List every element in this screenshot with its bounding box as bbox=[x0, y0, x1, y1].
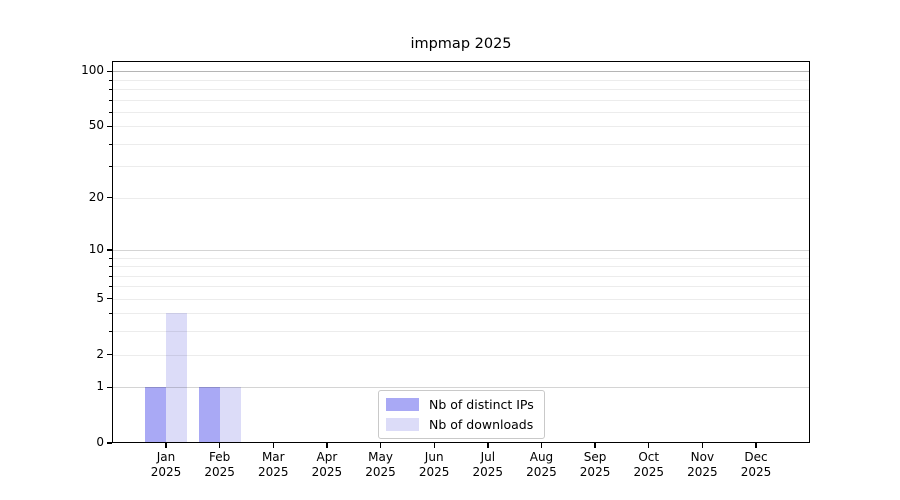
x-axis-tick-label: Sep 2025 bbox=[579, 450, 611, 479]
x-axis-tick-label: Jun 2025 bbox=[418, 450, 450, 479]
gridline-minor bbox=[112, 126, 810, 128]
legend-row-downloads: Nb of downloads bbox=[386, 417, 534, 432]
x-axis-tick-label: Nov 2025 bbox=[687, 450, 718, 479]
x-axis-tick bbox=[379, 443, 382, 448]
x-axis-tick bbox=[326, 443, 328, 448]
y-axis-minor-tick bbox=[109, 166, 112, 168]
gridline-minor bbox=[112, 166, 810, 168]
y-axis-minor-tick bbox=[109, 286, 112, 288]
y-axis-tick bbox=[107, 442, 112, 444]
x-axis-tick bbox=[755, 443, 757, 448]
y-axis-tick bbox=[107, 386, 112, 388]
y-axis-tick bbox=[107, 249, 112, 251]
bar-distinct-ips-feb bbox=[198, 387, 220, 443]
y-axis-minor-tick bbox=[109, 266, 112, 267]
gridline-minor bbox=[112, 275, 810, 277]
y-axis-tick bbox=[107, 197, 112, 199]
y-axis-minor-tick bbox=[109, 313, 112, 315]
x-axis-tick bbox=[487, 443, 489, 448]
x-axis-tick-label: Jul 2025 bbox=[472, 450, 504, 479]
x-axis-tick-label: Apr 2025 bbox=[311, 450, 343, 479]
x-axis-tick-label: Oct 2025 bbox=[633, 450, 664, 479]
y-axis-minor-tick bbox=[109, 99, 112, 101]
y-axis-tick bbox=[107, 353, 112, 356]
y-axis-tick-label: 5 bbox=[96, 290, 104, 305]
y-axis-tick-label: 1 bbox=[96, 379, 104, 394]
y-axis-tick bbox=[107, 125, 112, 127]
x-axis-tick-label: Mar 2025 bbox=[257, 450, 289, 479]
y-axis-tick bbox=[107, 70, 112, 72]
y-axis-tick-label: 100 bbox=[81, 63, 104, 78]
gridline-major bbox=[112, 71, 810, 73]
plot-area bbox=[112, 61, 810, 443]
y-axis-minor-tick bbox=[109, 275, 112, 277]
y-axis-minor-tick bbox=[109, 257, 112, 259]
x-axis-tick bbox=[594, 443, 596, 448]
gridline-minor bbox=[112, 286, 810, 288]
x-axis-tick bbox=[701, 443, 704, 448]
bar-downloads-jan bbox=[166, 313, 187, 443]
y-axis-tick-label: 0 bbox=[96, 435, 104, 449]
legend-label-distinct-ips: Nb of distinct IPs bbox=[429, 397, 534, 412]
x-axis-tick-label: Dec 2025 bbox=[740, 450, 772, 479]
chart-title: impmap 2025 bbox=[410, 36, 512, 52]
x-axis-tick bbox=[165, 443, 167, 448]
x-axis-tick-label: Aug 2025 bbox=[526, 450, 557, 479]
y-axis-tick-label: 20 bbox=[88, 189, 104, 204]
gridline-minor bbox=[112, 89, 810, 91]
legend-label-downloads: Nb of downloads bbox=[429, 417, 534, 432]
x-axis-tick bbox=[433, 443, 435, 448]
gridline-minor bbox=[112, 257, 810, 259]
x-axis-tick bbox=[648, 443, 650, 448]
gridline-minor bbox=[112, 266, 810, 267]
x-axis-tick bbox=[540, 443, 543, 448]
y-axis-minor-tick bbox=[109, 143, 112, 145]
legend-row-distinct-ips: Nb of distinct IPs bbox=[386, 397, 534, 412]
bar-downloads-feb bbox=[219, 387, 241, 443]
x-axis-tick-label: Jan 2025 bbox=[150, 450, 182, 479]
x-axis-tick-label: Feb 2025 bbox=[204, 450, 235, 479]
gridline-minor bbox=[112, 298, 810, 300]
gridline-major bbox=[112, 387, 810, 389]
gridline-minor bbox=[112, 99, 810, 101]
x-axis-tick bbox=[219, 443, 221, 448]
gridline-minor bbox=[112, 331, 810, 333]
y-axis-tick-label: 10 bbox=[88, 241, 104, 256]
distinct-ips-swatch-icon bbox=[386, 398, 419, 411]
gridline-minor bbox=[112, 79, 810, 81]
x-axis-tick-label: May 2025 bbox=[365, 450, 396, 479]
gridline-minor bbox=[112, 111, 810, 113]
y-axis-minor-tick bbox=[109, 331, 112, 333]
chart-legend: Nb of distinct IPs Nb of downloads bbox=[378, 390, 545, 439]
bar-distinct-ips-jan bbox=[145, 387, 166, 443]
y-axis-minor-tick bbox=[109, 111, 112, 113]
gridline-minor bbox=[112, 313, 810, 315]
gridline-minor bbox=[112, 354, 810, 356]
gridline-major bbox=[112, 249, 810, 251]
x-axis-tick bbox=[272, 443, 274, 448]
y-axis-tick-label: 2 bbox=[96, 346, 104, 361]
y-axis-tick-label: 50 bbox=[88, 118, 104, 133]
gridline-minor bbox=[112, 143, 810, 145]
y-axis-tick bbox=[107, 298, 112, 300]
y-axis-minor-tick bbox=[109, 79, 112, 81]
downloads-swatch-icon bbox=[386, 418, 419, 431]
y-axis-minor-tick bbox=[109, 89, 112, 91]
gridline-minor bbox=[112, 197, 810, 199]
